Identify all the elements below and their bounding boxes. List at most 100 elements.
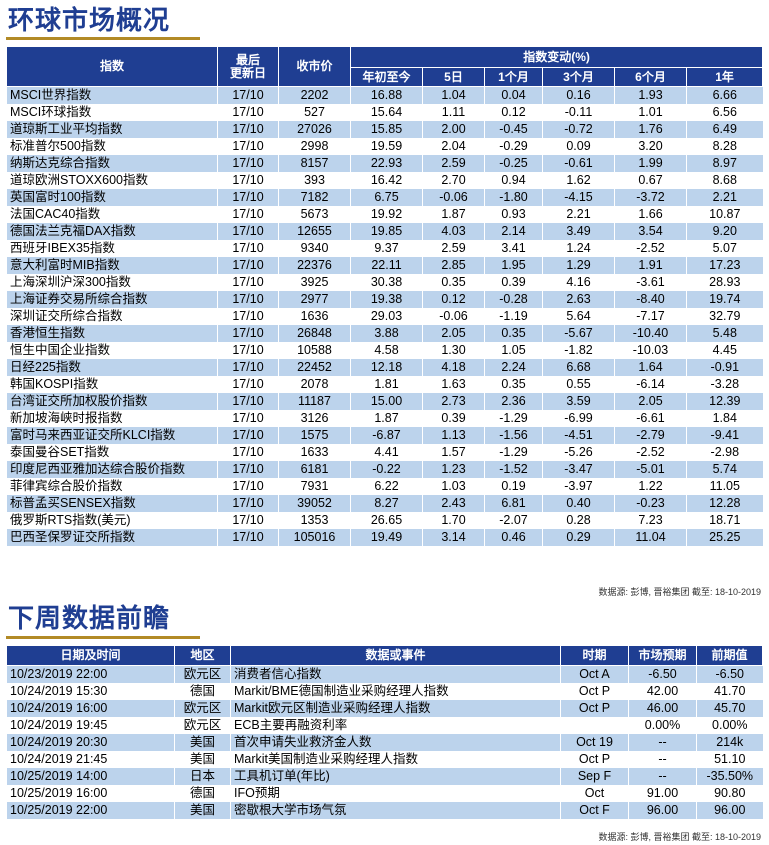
table-row: MSCI环球指数 17/10 527 15.64 1.11 0.12 -0.11 1.01 6.… (6, 104, 763, 121)
index-name: 德国法兰克福DAX指数 (6, 223, 218, 240)
close-price: 105016 (278, 529, 351, 546)
last-update: 17/10 (217, 240, 279, 257)
event-period: Oct F (560, 802, 629, 819)
col-header-ytd: 年初至今 (350, 67, 423, 87)
3m-change: -3.97 (542, 478, 615, 495)
next-week-data-table: 日期及时间 地区 数据或事件 时期 市场预期 前期值 10/23/2019 22… (6, 645, 763, 819)
title-underline (6, 636, 200, 639)
table-row: 10/24/2019 19:45 欧元区 ECB主要再融资利率 0.00% 0.00% (6, 717, 763, 734)
event-region: 美国 (174, 802, 231, 819)
1y-change: 9.20 (685, 223, 763, 240)
last-update: 17/10 (217, 444, 279, 461)
index-name: 韩国KOSPI指数 (6, 376, 218, 393)
last-update: 17/10 (217, 478, 279, 495)
ytd-change: -0.22 (350, 461, 423, 478)
1y-change: 12.39 (685, 393, 763, 410)
3m-change: -6.99 (542, 410, 615, 427)
event-region: 日本 (174, 768, 231, 785)
close-price: 1353 (278, 512, 351, 529)
table-row: 恒生中国企业指数 17/10 10588 4.58 1.30 1.05 -1.82 -10.0… (6, 342, 763, 359)
3m-change: -4.51 (542, 427, 615, 444)
3m-change: 0.40 (542, 495, 615, 512)
table-row: 10/25/2019 14:00 日本 工具机订单(年比) Sep F -- -35.50… (6, 768, 763, 785)
close-price: 2998 (278, 138, 351, 155)
event-region: 欧元区 (174, 717, 231, 734)
last-update: 17/10 (217, 172, 279, 189)
event-datetime: 10/25/2019 22:00 (6, 802, 175, 819)
6m-change: -2.79 (614, 427, 687, 444)
market-forecast: -- (628, 751, 697, 768)
event-period: Oct P (560, 683, 629, 700)
6m-change: 1.01 (614, 104, 687, 121)
event-name: 消费者信心指数 (230, 665, 561, 683)
1m-change: 0.04 (484, 86, 543, 104)
5d-change: 0.39 (422, 410, 485, 427)
table-row: 深圳证交所综合指数 17/10 1636 29.03 -0.06 -1.19 5.64 -7.… (6, 308, 763, 325)
1m-change: 0.35 (484, 325, 543, 342)
table-row: 10/23/2019 22:00 欧元区 消费者信心指数 Oct A -6.50 -6.5… (6, 665, 763, 683)
5d-change: 2.85 (422, 257, 485, 274)
1m-change: 0.93 (484, 206, 543, 223)
col-header-datetime: 日期及时间 (6, 645, 175, 666)
ytd-change: 1.81 (350, 376, 423, 393)
6m-change: 3.20 (614, 138, 687, 155)
1y-change: 4.45 (685, 342, 763, 359)
close-price: 22376 (278, 257, 351, 274)
col-header-3m: 3个月 (542, 67, 615, 87)
1m-change: -1.56 (484, 427, 543, 444)
event-period: Oct P (560, 751, 629, 768)
event-name: Markit/BME德国制造业采购经理人指数 (230, 683, 561, 700)
previous-value: 214k (696, 734, 763, 751)
last-update: 17/10 (217, 206, 279, 223)
market-forecast: -- (628, 768, 697, 785)
table-row: 10/24/2019 20:30 美国 首次申请失业救济金人数 Oct 19 -- 214… (6, 734, 763, 751)
ytd-change: 19.85 (350, 223, 423, 240)
close-price: 9340 (278, 240, 351, 257)
next-week-preview-title: 下周数据前瞻 (8, 604, 171, 634)
index-name: 标准普尔500指数 (6, 138, 218, 155)
5d-change: 1.04 (422, 86, 485, 104)
3m-change: 2.21 (542, 206, 615, 223)
ytd-change: -6.87 (350, 427, 423, 444)
close-price: 2078 (278, 376, 351, 393)
3m-change: 5.64 (542, 308, 615, 325)
event-region: 德国 (174, 683, 231, 700)
index-name: 新加坡海峡时报指数 (6, 410, 218, 427)
close-price: 6181 (278, 461, 351, 478)
5d-change: 2.43 (422, 495, 485, 512)
5d-change: 2.04 (422, 138, 485, 155)
close-price: 8157 (278, 155, 351, 172)
last-update: 17/10 (217, 138, 279, 155)
last-update: 17/10 (217, 410, 279, 427)
last-update: 17/10 (217, 512, 279, 529)
close-price: 393 (278, 172, 351, 189)
ytd-change: 22.11 (350, 257, 423, 274)
close-price: 39052 (278, 495, 351, 512)
ytd-change: 19.49 (350, 529, 423, 546)
3m-change: 6.68 (542, 359, 615, 376)
1m-change: 0.39 (484, 274, 543, 291)
6m-change: 7.23 (614, 512, 687, 529)
event-period: Oct P (560, 700, 629, 717)
last-update: 17/10 (217, 529, 279, 546)
event-region: 欧元区 (174, 700, 231, 717)
last-update: 17/10 (217, 342, 279, 359)
6m-change: -3.61 (614, 274, 687, 291)
previous-value: 41.70 (696, 683, 763, 700)
event-region: 欧元区 (174, 665, 231, 683)
event-period: Oct A (560, 665, 629, 683)
previous-value: 90.80 (696, 785, 763, 802)
5d-change: 0.35 (422, 274, 485, 291)
index-name: MSCI世界指数 (6, 86, 218, 104)
event-period: Sep F (560, 768, 629, 785)
1y-change: 8.28 (685, 138, 763, 155)
event-datetime: 10/25/2019 14:00 (6, 768, 175, 785)
col-header-index: 指数 (6, 46, 218, 87)
index-name: 台湾证交所加权股价指数 (6, 393, 218, 410)
event-region: 美国 (174, 751, 231, 768)
event-region: 美国 (174, 734, 231, 751)
1y-change: 25.25 (685, 529, 763, 546)
close-price: 527 (278, 104, 351, 121)
6m-change: -8.40 (614, 291, 687, 308)
table-row: 上海证券交易所综合指数 17/10 2977 19.38 0.12 -0.28 2.63 -8… (6, 291, 763, 308)
